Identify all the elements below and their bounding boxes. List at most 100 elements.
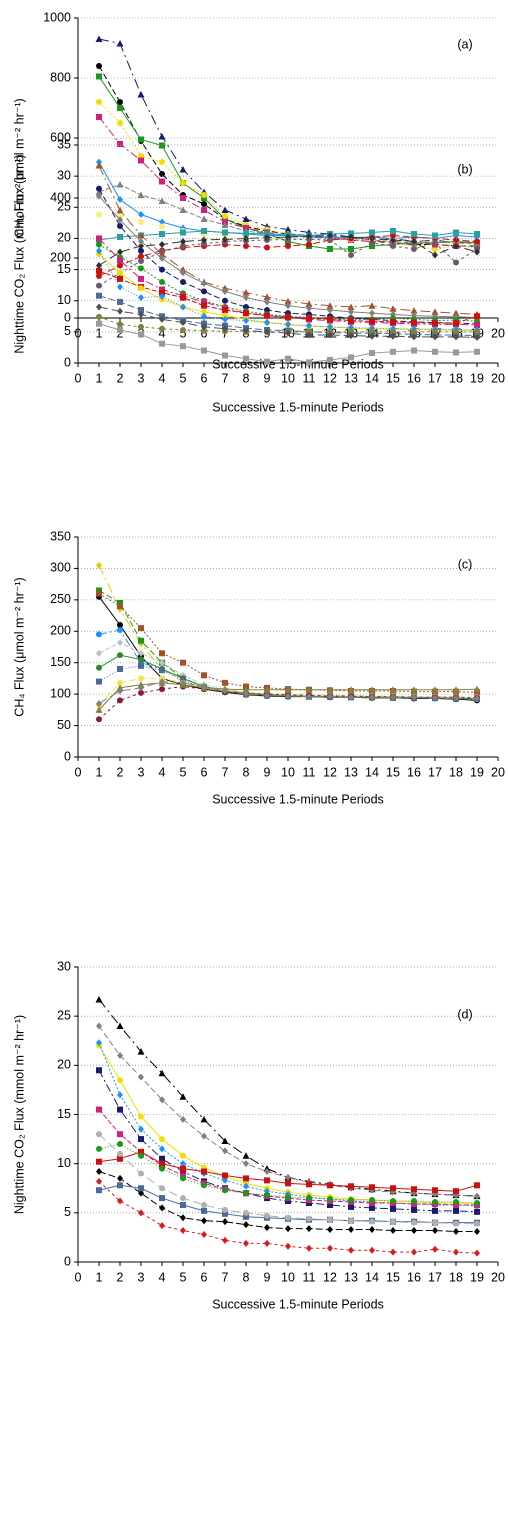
series-line [98,38,478,244]
x-tick-label: 10 [281,371,295,385]
marker [117,622,123,628]
marker [180,195,186,201]
series-line [98,999,478,1197]
marker [117,275,123,282]
marker [200,1115,208,1123]
marker [326,686,334,693]
x-tick-label: 7 [222,371,229,385]
marker [474,231,480,237]
marker [306,322,312,330]
marker [453,1188,459,1195]
marker [411,1227,417,1235]
marker [453,1207,459,1214]
marker [116,181,124,188]
marker [222,229,228,236]
marker [117,141,123,147]
marker [117,298,123,305]
marker [474,348,480,355]
marker [285,233,291,241]
marker [410,307,418,314]
x-tick-label: 6 [201,371,208,385]
marker [159,279,165,286]
marker [348,230,354,237]
marker [390,318,396,325]
marker [159,142,165,149]
marker [117,600,123,606]
marker [159,292,165,300]
y-tick-label: 300 [50,561,71,575]
marker [95,188,103,195]
marker [285,1214,291,1221]
marker [306,315,312,322]
marker [432,1187,438,1194]
marker [411,693,417,701]
marker [138,675,144,682]
marker [389,686,397,693]
marker [243,1160,249,1168]
y-tick-label: 0 [64,310,71,324]
marker [137,1048,145,1055]
x-tick-label: 18 [449,765,463,779]
marker [201,347,207,354]
marker [432,328,438,335]
x-tick-label: 18 [449,371,463,385]
marker [432,1227,438,1235]
x-tick-label: 1 [96,326,103,340]
marker [474,1208,480,1215]
marker [264,312,270,319]
marker [159,241,165,248]
marker [285,302,291,310]
x-tick-label: 0 [75,1270,82,1284]
marker [138,1170,144,1177]
marker [96,158,102,166]
x-tick-label: 13 [344,1270,358,1284]
x-tick-label: 8 [243,1270,250,1284]
x-tick-label: 12 [323,765,337,779]
marker [138,253,144,260]
marker [138,625,144,632]
marker [138,258,144,264]
marker [117,679,123,686]
marker [453,242,459,250]
y-axis-title: CH₄ Flux (μmol m⁻² hr⁻¹) [12,577,26,716]
marker [201,1182,207,1189]
marker [327,306,333,314]
x-tick-label: 19 [470,371,484,385]
marker [117,639,123,647]
marker [222,1206,228,1213]
marker [159,266,165,273]
series-line [98,593,478,693]
marker [243,1190,249,1197]
marker [390,1227,396,1235]
marker [179,166,187,173]
marker [432,1207,438,1214]
marker [390,1198,396,1205]
x-tick-label: 13 [344,371,358,385]
marker [432,1199,438,1206]
marker [305,300,313,307]
marker [180,279,186,286]
x-tick-label: 8 [243,765,250,779]
marker [96,320,102,327]
marker [243,1182,249,1190]
x-tick-label: 12 [323,1270,337,1284]
y-tick-label: 0 [64,749,71,763]
marker [201,240,207,247]
marker [180,1160,186,1168]
x-tick-label: 10 [281,1270,295,1284]
y-axis-title: Nighttime CO₂ Flux (mmol m⁻² hr⁻¹) [12,154,26,353]
marker [96,1039,102,1047]
series-line [98,589,477,700]
marker [264,234,270,242]
marker [264,298,270,306]
marker [96,1177,102,1185]
y-axis-title: CH₄ Flux (μmol m⁻² hr⁻¹) [12,98,26,237]
series-line [98,244,478,322]
marker [138,242,144,250]
marker [159,315,165,323]
marker [117,697,123,704]
marker [222,287,228,295]
marker [474,313,480,320]
marker [159,340,165,347]
marker [285,313,291,320]
